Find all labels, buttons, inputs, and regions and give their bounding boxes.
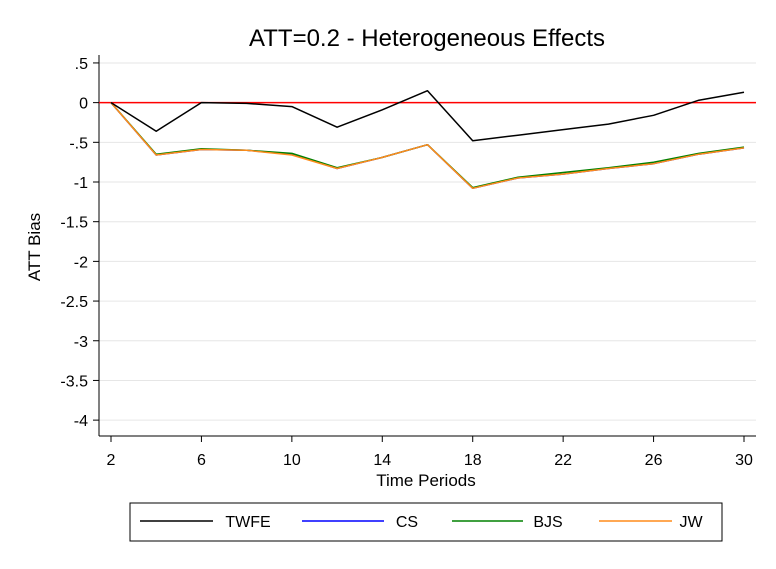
- x-tick-label-3: 14: [373, 452, 391, 469]
- y-tick-label-8: -3.5: [60, 373, 88, 390]
- legend-box: [129, 502, 723, 542]
- y-tick-label-9: -4: [74, 413, 88, 430]
- x-tick-label-2: 10: [283, 452, 301, 469]
- legend-label-cs: CS: [396, 514, 418, 531]
- legend-label-jw: JW: [679, 514, 703, 531]
- x-tick-label-7: 30: [735, 452, 753, 469]
- legend-label-bjs: BJS: [533, 514, 562, 531]
- series-lines: [110, 89, 745, 190]
- y-tick-label-5: -2: [74, 254, 88, 271]
- y-tick-label-4: -1.5: [60, 215, 88, 232]
- y-tick-label-2: -.5: [69, 135, 88, 152]
- x-tick-label-6: 26: [645, 452, 663, 469]
- series-line-twfe: [110, 89, 745, 142]
- y-tick-label-7: -3: [74, 334, 88, 351]
- y-tick-label-3: -1: [74, 175, 88, 192]
- x-tick-label-4: 18: [464, 452, 482, 469]
- tick-marks: .50-.5-1-1.5-2-2.5-3-3.5-42 6 10 14 18 22 26 30: [60, 56, 753, 469]
- x-axis-label: Time Periods: [376, 471, 476, 490]
- y-tick-label-0: .5: [75, 56, 88, 73]
- legend-label-twfe: TWFE: [225, 514, 270, 531]
- x-tick-label-5: 22: [554, 452, 572, 469]
- y-tick-label-1: 0: [79, 96, 88, 113]
- chart-title: ATT=0.2 - Heterogeneous Effects: [249, 25, 605, 52]
- series-line-jw: [110, 102, 745, 190]
- legend: TWFE CS BJS JW: [129, 502, 723, 542]
- x-tick-label-1: 6: [197, 452, 206, 469]
- y-axis-label: ATT Bias: [25, 213, 44, 281]
- axes: [98, 55, 756, 437]
- x-tick-label-0: 2: [107, 452, 116, 469]
- y-tick-label-6: -2.5: [60, 294, 88, 311]
